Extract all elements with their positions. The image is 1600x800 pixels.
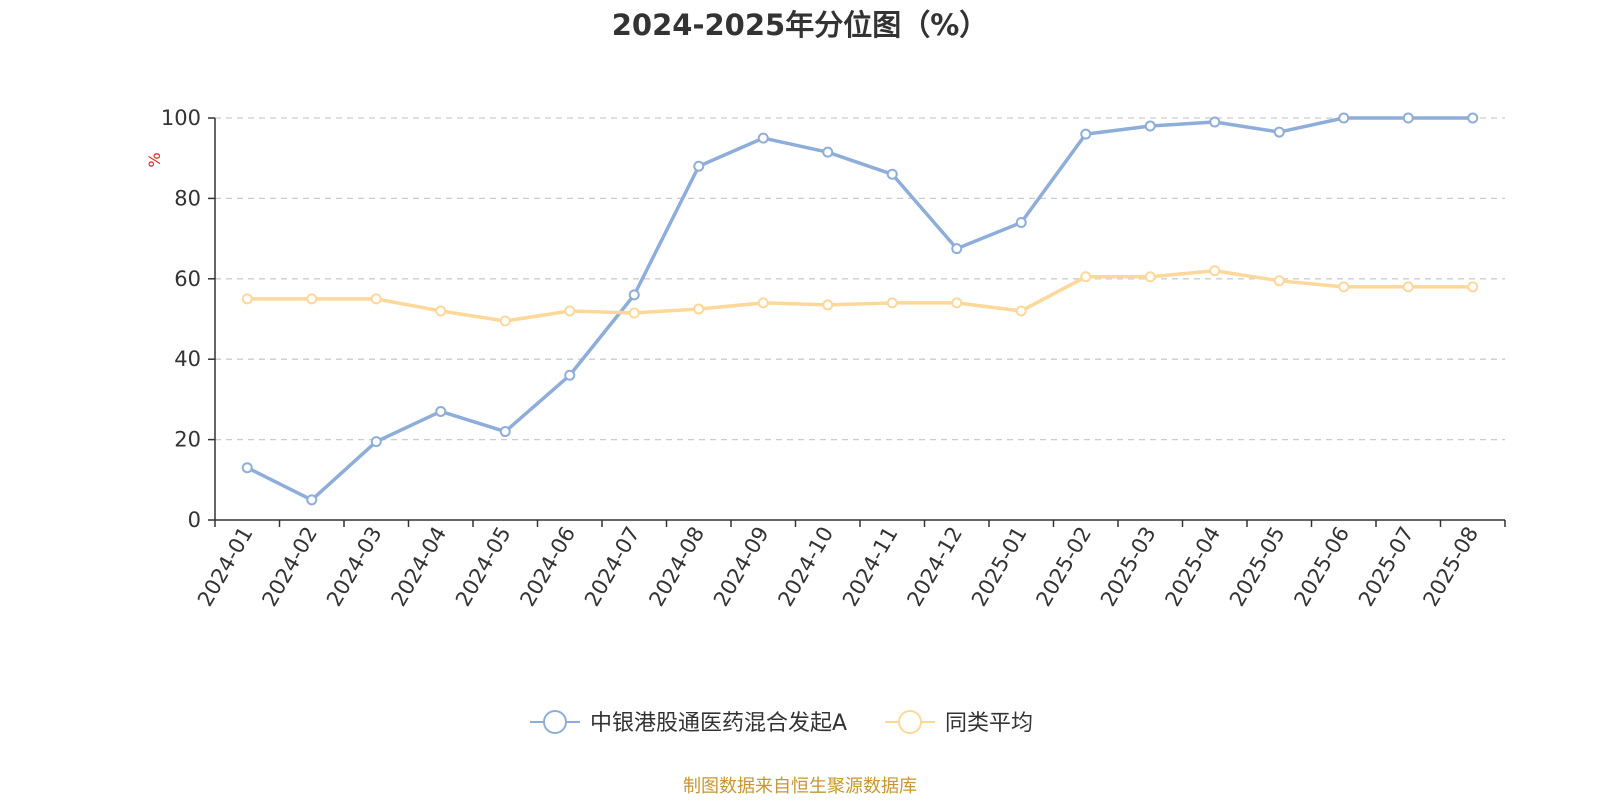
data-point [370,293,382,305]
data-point [886,297,898,309]
data-point [370,436,382,448]
data-point [951,297,963,309]
data-point [1402,112,1414,124]
data-point [1273,126,1285,138]
data-point [628,289,640,301]
data-point [757,132,769,144]
data-point [1080,271,1092,283]
y-tick-label: 0 [188,508,201,532]
data-point [1467,112,1479,124]
data-point [241,462,253,474]
data-point [1273,275,1285,287]
data-point [1015,217,1027,229]
data-point [1402,281,1414,293]
x-tick-label: 2024-02 [257,523,322,611]
series-2 [241,265,1479,327]
x-tick-label: 2024-09 [709,523,774,611]
series-line [245,269,1475,323]
legend-item-1[interactable]: 中银港股通医药混合发起A [530,710,847,736]
data-point [951,243,963,255]
series-line [245,116,1475,502]
data-point [1015,305,1027,317]
series-1 [241,112,1479,506]
x-tick-label: 2025-06 [1289,523,1354,611]
data-point [1144,120,1156,132]
data-point [1338,281,1350,293]
y-axis-unit-label: % [145,152,164,167]
axis-layer: 0 20 40 60 80 100 2024-01 2024-02 2024-03 2024-04… [161,106,1506,611]
data-point [1467,281,1479,293]
data-point [499,426,511,438]
source-note: 制图数据来自恒生聚源数据库 [683,776,917,797]
grid-layer [215,117,1505,441]
data-point [435,305,447,317]
x-tick-label: 2024-07 [580,523,645,611]
x-tick-label: 2025-02 [1031,523,1096,611]
data-point [564,305,576,317]
x-tick-label: 2024-05 [451,523,516,611]
x-tick-label: 2024-11 [838,523,903,611]
x-tick-label: 2025-08 [1418,523,1483,611]
legend-label: 同类平均 [945,711,1033,736]
legend-marker [543,710,567,734]
y-tick-label: 60 [174,267,201,291]
data-point [1144,271,1156,283]
x-tick-label: 2024-10 [773,523,838,611]
data-point [306,293,318,305]
data-point [241,293,253,305]
data-point [822,146,834,158]
data-point [693,303,705,315]
y-tick-label: 20 [174,428,201,452]
x-tick-label: 2025-04 [1160,523,1225,611]
data-point [628,307,640,319]
y-tick-label: 80 [174,186,201,210]
x-tick-label: 2024-08 [644,523,709,611]
data-point [435,405,447,417]
x-tick-label: 2025-01 [967,523,1032,611]
x-tick-label: 2024-06 [515,523,580,611]
legend-item-2[interactable]: 同类平均 [885,710,1033,736]
legend-label: 中银港股通医药混合发起A [590,711,847,736]
data-point [1080,128,1092,140]
data-point [693,160,705,172]
data-point [1338,112,1350,124]
y-tick-label: 40 [174,347,201,371]
x-tick-label: 2024-04 [386,523,451,611]
legend[interactable]: 中银港股通医药混合发起A 同类平均 [530,710,1033,736]
data-point [1209,116,1221,128]
data-point [886,168,898,180]
data-point [822,299,834,311]
x-tick-label: 2025-03 [1096,523,1161,611]
legend-marker [898,710,922,734]
data-point [499,315,511,327]
x-tick-label: 2024-03 [322,523,387,611]
chart-title: 2024-2025年分位图（%） [611,8,989,42]
y-tick-label: 100 [161,106,201,130]
x-tick-label: 2024-01 [193,523,258,611]
data-point [757,297,769,309]
data-point [1209,265,1221,277]
x-tick-label: 2025-05 [1225,523,1290,611]
series-layer [241,112,1479,506]
data-point [564,369,576,381]
data-point [306,494,318,506]
x-tick-label: 2025-07 [1354,523,1419,611]
x-tick-label: 2024-12 [902,523,967,611]
